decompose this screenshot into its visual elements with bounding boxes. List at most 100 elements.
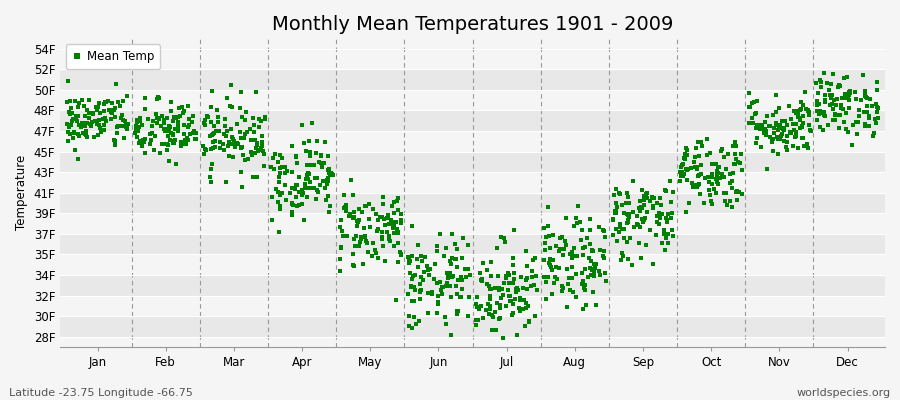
- Point: [413, 288, 428, 295]
- Point: [338, 206, 353, 212]
- Point: [711, 175, 725, 182]
- Point: [814, 79, 828, 85]
- Point: [575, 306, 590, 312]
- Bar: [60, 110, 885, 131]
- Point: [273, 165, 287, 171]
- Point: [677, 171, 691, 178]
- Point: [66, 116, 80, 122]
- Point: [392, 229, 406, 236]
- Point: [730, 188, 744, 194]
- Point: [321, 193, 336, 200]
- Point: [502, 280, 517, 286]
- Point: [174, 143, 188, 150]
- Point: [559, 242, 573, 248]
- Point: [839, 110, 853, 116]
- Point: [688, 182, 702, 188]
- Point: [809, 80, 824, 86]
- Point: [724, 178, 739, 184]
- Point: [780, 139, 795, 145]
- Point: [721, 150, 735, 157]
- Point: [352, 217, 366, 223]
- Point: [543, 244, 557, 251]
- Point: [620, 239, 634, 246]
- Point: [622, 200, 636, 206]
- Point: [861, 123, 876, 130]
- Point: [59, 99, 74, 105]
- Point: [475, 276, 490, 282]
- Point: [680, 147, 694, 154]
- Bar: [60, 152, 885, 172]
- Point: [84, 123, 98, 130]
- Point: [318, 185, 332, 192]
- Point: [801, 108, 815, 114]
- Point: [653, 202, 668, 208]
- Point: [703, 192, 717, 198]
- Point: [764, 137, 778, 144]
- Point: [678, 151, 692, 158]
- Point: [316, 178, 330, 184]
- Point: [302, 185, 317, 192]
- Point: [171, 119, 185, 125]
- Point: [334, 243, 348, 250]
- Point: [203, 118, 218, 125]
- Point: [788, 134, 803, 140]
- Point: [402, 270, 417, 277]
- Point: [247, 115, 261, 121]
- Point: [420, 290, 435, 296]
- Point: [506, 262, 520, 268]
- Point: [295, 187, 310, 193]
- Point: [75, 120, 89, 126]
- Point: [371, 217, 385, 224]
- Point: [832, 82, 847, 88]
- Point: [205, 131, 220, 138]
- Point: [382, 233, 397, 239]
- Point: [68, 146, 82, 153]
- Point: [567, 253, 581, 259]
- Point: [204, 161, 219, 168]
- Point: [693, 139, 707, 145]
- Point: [86, 111, 101, 117]
- Point: [742, 90, 756, 96]
- Point: [821, 121, 835, 128]
- Point: [550, 276, 564, 283]
- Point: [289, 152, 303, 159]
- Point: [775, 131, 789, 138]
- Point: [97, 114, 112, 121]
- Point: [613, 224, 627, 230]
- Point: [436, 253, 451, 260]
- Point: [447, 256, 462, 262]
- Point: [164, 99, 178, 105]
- Point: [143, 131, 157, 138]
- Point: [102, 106, 116, 113]
- Point: [803, 127, 817, 133]
- Point: [646, 194, 661, 201]
- Point: [837, 75, 851, 82]
- Point: [249, 139, 264, 146]
- Point: [273, 203, 287, 209]
- Point: [271, 189, 285, 195]
- Point: [171, 123, 185, 129]
- Point: [826, 117, 841, 124]
- Point: [177, 131, 192, 137]
- Point: [502, 297, 517, 304]
- Bar: [60, 213, 885, 234]
- Point: [567, 223, 581, 229]
- Point: [652, 212, 666, 219]
- Point: [166, 140, 181, 146]
- Point: [238, 130, 252, 137]
- Point: [67, 135, 81, 141]
- Point: [810, 108, 824, 114]
- Point: [238, 157, 252, 164]
- Point: [673, 178, 688, 184]
- Point: [593, 247, 608, 253]
- Point: [441, 274, 455, 281]
- Point: [666, 188, 680, 195]
- Point: [494, 234, 508, 240]
- Point: [635, 219, 650, 226]
- Point: [324, 170, 338, 177]
- Point: [381, 212, 395, 218]
- Point: [375, 236, 390, 242]
- Point: [858, 121, 872, 127]
- Point: [224, 126, 238, 132]
- Point: [77, 120, 92, 126]
